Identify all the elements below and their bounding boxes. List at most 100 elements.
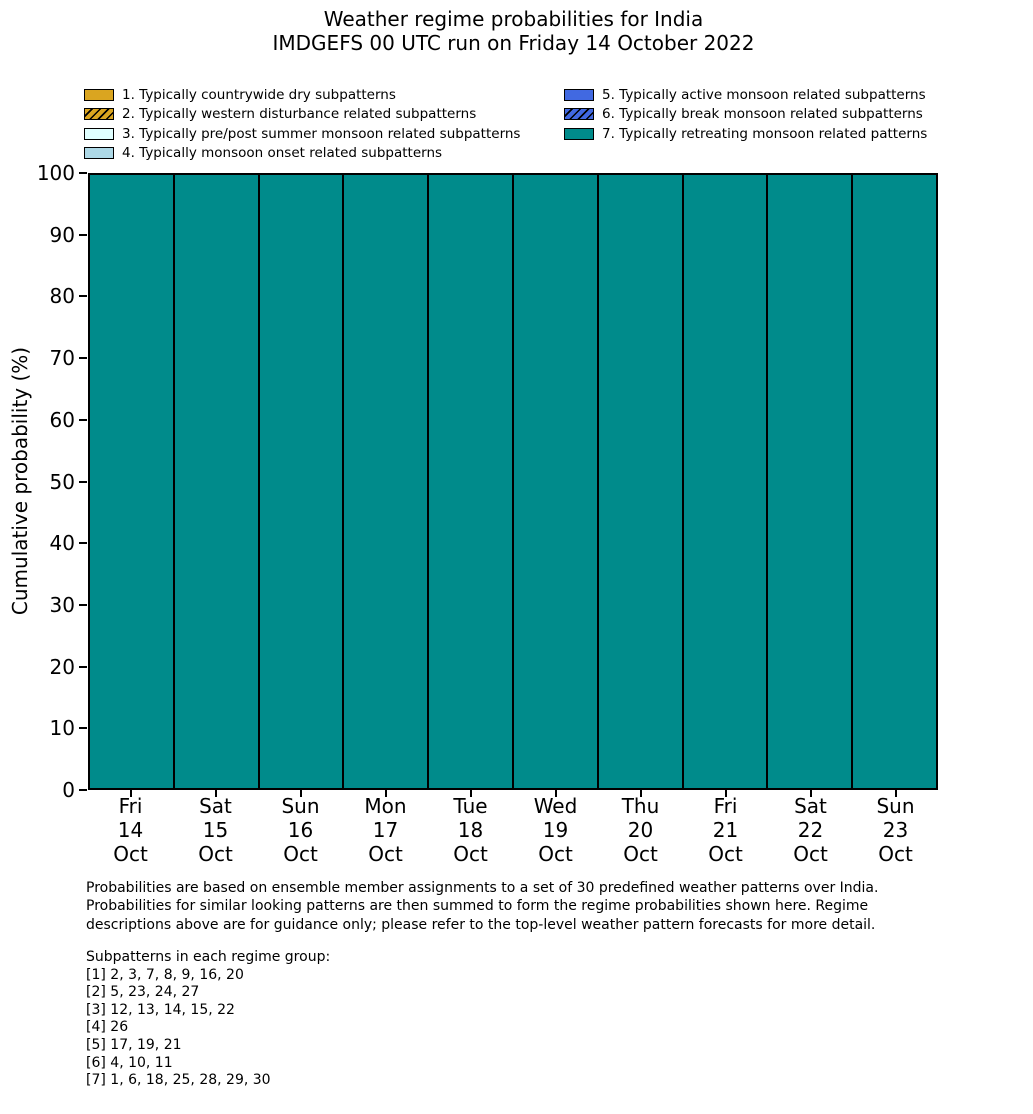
x-tick-label-fri-21: Fri 21 Oct bbox=[708, 794, 743, 866]
y-tick-label-40: 40 bbox=[49, 531, 75, 556]
bar-sat-22-oct bbox=[768, 175, 854, 788]
legend-item-6: 6. Typically break monsoon related subpa… bbox=[564, 106, 923, 122]
x-tick-label-sun-16: Sun 16 Oct bbox=[281, 794, 320, 866]
legend-swatch-regime-4 bbox=[84, 147, 114, 159]
y-tick-50 bbox=[79, 480, 87, 483]
footnote-line-1: Probabilities are based on ensemble memb… bbox=[86, 880, 879, 896]
bar-segment-regime-7 bbox=[259, 175, 343, 788]
x-tick-sun-16 bbox=[299, 790, 302, 797]
y-tick-label-60: 60 bbox=[49, 407, 75, 432]
bar-segment-regime-7 bbox=[90, 175, 173, 788]
x-tick-label-wed-19: Wed 19 Oct bbox=[533, 794, 578, 866]
legend-label-regime-6: 6. Typically break monsoon related subpa… bbox=[602, 106, 923, 122]
legend-label-regime-3: 3. Typically pre/post summer monsoon rel… bbox=[122, 126, 521, 142]
x-tick-label-sun-23: Sun 23 Oct bbox=[876, 794, 915, 866]
bar-thu-20-oct bbox=[598, 175, 684, 788]
x-tick-mon-17 bbox=[384, 790, 387, 797]
x-tick-label-mon-17: Mon 17 Oct bbox=[364, 794, 407, 866]
x-tick-label-fri-14: Fri 14 Oct bbox=[113, 794, 148, 866]
bar-segment-regime-7 bbox=[768, 175, 852, 788]
bar-fri-21-oct bbox=[683, 175, 769, 788]
y-tick-label-0: 0 bbox=[62, 778, 75, 802]
footnote-line-3: descriptions above are for guidance only… bbox=[86, 916, 876, 933]
x-tick-sat-22 bbox=[809, 790, 812, 797]
y-tick-label-100: 100 bbox=[36, 161, 75, 185]
x-tick-label-thu-20: Thu 20 Oct bbox=[621, 794, 660, 866]
y-tick-label-70: 70 bbox=[49, 346, 75, 371]
legend-swatch-regime-7 bbox=[564, 128, 594, 140]
y-tick-100 bbox=[79, 172, 87, 174]
legend-swatch-regime-6 bbox=[564, 108, 594, 120]
y-tick-90 bbox=[79, 233, 87, 236]
y-tick-label-80: 80 bbox=[49, 284, 75, 309]
legend-item-1: 1. Typically countrywide dry subpatterns bbox=[84, 87, 396, 103]
plot-area bbox=[88, 173, 938, 790]
bar-segment-regime-7 bbox=[683, 175, 767, 788]
bar-segment-regime-7 bbox=[344, 175, 428, 788]
legend-item-4: 4. Typically monsoon onset related subpa… bbox=[84, 145, 442, 161]
y-tick-30 bbox=[79, 603, 87, 606]
legend-label-regime-1: 1. Typically countrywide dry subpatterns bbox=[122, 87, 396, 103]
y-tick-70 bbox=[79, 357, 87, 360]
legend-label-regime-2: 2. Typically western disturbance related… bbox=[122, 106, 477, 122]
x-tick-fri-14 bbox=[129, 790, 132, 797]
subpatterns-line-7: [7] 1, 6, 18, 25, 28, 29, 30 bbox=[86, 1072, 271, 1089]
subpatterns-line-4: [4] 26 bbox=[86, 1019, 129, 1036]
subpatterns-line-6: [6] 4, 10, 11 bbox=[86, 1054, 173, 1071]
x-tick-label-tue-18: Tue 18 Oct bbox=[453, 794, 488, 866]
subpatterns-heading: Subpatterns in each regime group: bbox=[86, 949, 331, 965]
chart-title-line-1: Weather regime probabilities for India bbox=[323, 7, 704, 31]
y-tick-60 bbox=[79, 418, 87, 421]
x-tick-sun-23 bbox=[894, 790, 897, 797]
legend-swatch-regime-2 bbox=[84, 108, 114, 120]
chart-title: Weather regime probabilities for India I… bbox=[0, 7, 1027, 55]
bar-segment-regime-7 bbox=[598, 175, 682, 788]
subpatterns-line-5: [5] 17, 19, 21 bbox=[86, 1036, 182, 1053]
x-tick-fri-21 bbox=[724, 790, 727, 797]
legend-label-regime-7: 7. Typically retreating monsoon related … bbox=[602, 126, 928, 142]
y-tick-10 bbox=[79, 727, 87, 730]
subpatterns-list: Subpatterns in each regime group: [1] 2,… bbox=[86, 949, 330, 1090]
footnote: Probabilities are based on ensemble memb… bbox=[86, 879, 878, 934]
legend-swatch-regime-5 bbox=[564, 89, 594, 101]
legend-item-7: 7. Typically retreating monsoon related … bbox=[564, 126, 927, 142]
legend-swatch-regime-1 bbox=[84, 89, 114, 101]
subpatterns-line-3: [3] 12, 13, 14, 15, 22 bbox=[86, 1001, 235, 1018]
x-tick-thu-20 bbox=[639, 790, 642, 797]
y-tick-0 bbox=[79, 789, 87, 791]
y-tick-label-10: 10 bbox=[49, 716, 75, 741]
legend-item-2: 2. Typically western disturbance related… bbox=[84, 106, 476, 122]
y-tick-40 bbox=[79, 542, 87, 545]
bar-fri-14-oct bbox=[90, 175, 175, 788]
bar-tue-18-oct bbox=[429, 175, 514, 788]
y-tick-label-20: 20 bbox=[49, 654, 75, 679]
y-tick-label-90: 90 bbox=[49, 222, 75, 247]
bar-sun-23-oct bbox=[853, 175, 936, 788]
subpatterns-line-1: [1] 2, 3, 7, 8, 9, 16, 20 bbox=[86, 966, 244, 983]
x-tick-label-sat-15: Sat 15 Oct bbox=[198, 794, 233, 866]
y-tick-80 bbox=[79, 295, 87, 298]
footnote-line-2: Probabilities for similar looking patter… bbox=[86, 898, 869, 915]
bar-mon-17-oct bbox=[344, 175, 430, 788]
legend-label-regime-5: 5. Typically active monsoon related subp… bbox=[602, 87, 926, 103]
subpatterns-line-2: [2] 5, 23, 24, 27 bbox=[86, 984, 200, 1001]
legend-label-regime-4: 4. Typically monsoon onset related subpa… bbox=[122, 145, 443, 161]
legend-item-5: 5. Typically active monsoon related subp… bbox=[564, 87, 926, 103]
bar-wed-19-oct bbox=[513, 175, 599, 788]
bar-sat-15-oct bbox=[174, 175, 260, 788]
x-tick-sat-15 bbox=[214, 790, 217, 797]
y-tick-label-30: 30 bbox=[49, 592, 75, 617]
bar-segment-regime-7 bbox=[853, 175, 936, 788]
x-tick-tue-18 bbox=[469, 790, 472, 797]
bar-sun-16-oct bbox=[259, 175, 345, 788]
y-tick-20 bbox=[79, 665, 87, 668]
legend-item-3: 3. Typically pre/post summer monsoon rel… bbox=[84, 126, 520, 142]
x-tick-label-sat-22: Sat 22 Oct bbox=[793, 794, 828, 866]
bar-segment-regime-7 bbox=[429, 175, 512, 788]
x-tick-wed-19 bbox=[554, 790, 557, 797]
y-axis-label: Cumulative probability (%) bbox=[8, 346, 32, 616]
y-tick-label-50: 50 bbox=[49, 469, 75, 494]
bar-segment-regime-7 bbox=[513, 175, 597, 788]
legend-swatch-regime-3 bbox=[84, 128, 114, 140]
